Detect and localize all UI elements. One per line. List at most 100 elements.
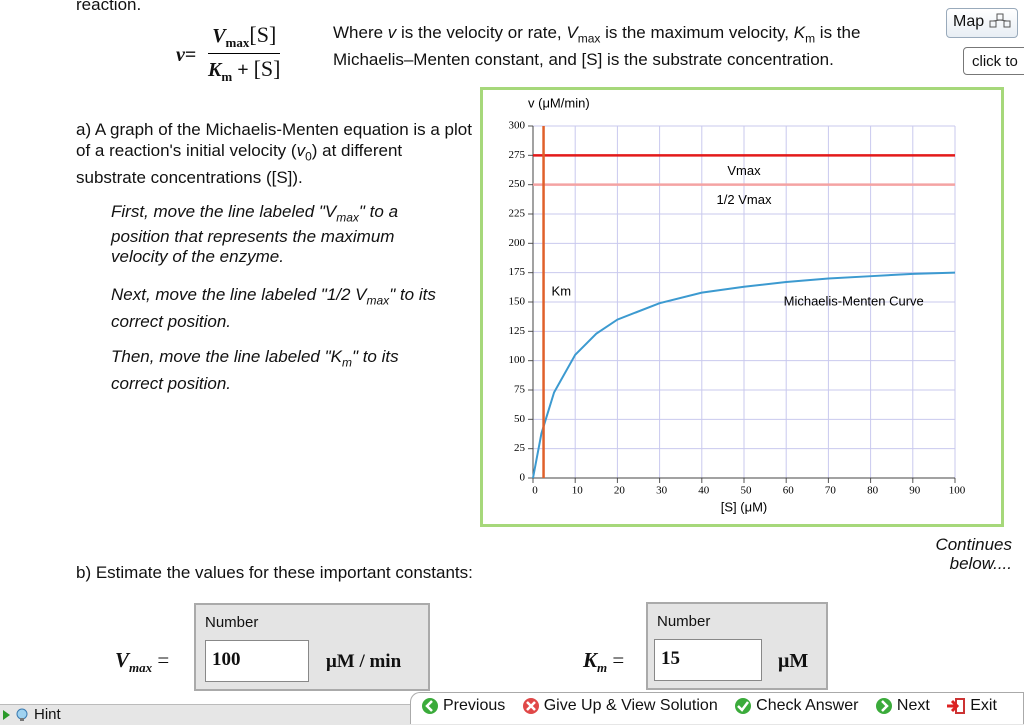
x-tick-label: 40 — [698, 485, 710, 497]
continues-note: Continues below.... — [935, 535, 1012, 573]
instruction-sub: m — [341, 355, 352, 370]
curve — [532, 271, 956, 479]
desc-text: is the maximum velocity, — [600, 23, 794, 42]
eq-sign: = — [184, 44, 197, 66]
give-up-button[interactable]: Give Up & View Solution — [522, 697, 718, 715]
icon — [875, 698, 892, 714]
instruction-text: First, move the line labeled "V — [111, 202, 337, 221]
hint-button[interactable]: Hint — [2, 706, 61, 723]
instruction-sub: max — [336, 210, 359, 225]
nav-label: Previous — [443, 697, 506, 714]
y-tick-label: 200 — [509, 237, 526, 249]
y-tick-label: 125 — [509, 325, 526, 337]
answer-input[interactable]: 15 — [654, 639, 762, 681]
desc-text: is the velocity or rate, — [396, 23, 567, 42]
instruction: First, move the line labeled "Vmax" to a… — [111, 202, 446, 267]
header-text: reaction. — [76, 0, 142, 14]
next-button[interactable]: Next — [875, 697, 930, 715]
part-b: b) Estimate the values for these importa… — [76, 563, 473, 582]
exit-button[interactable]: Exit — [946, 697, 997, 715]
answer-sub: max — [129, 660, 153, 676]
part-a-text: ) at different substrate concentrations … — [76, 141, 403, 188]
reference-label: Km — [552, 283, 572, 298]
equation-fraction: Vmax[S] Km + [S] — [208, 22, 281, 85]
eq-v: v — [176, 44, 185, 66]
nav-label: Exit — [970, 697, 997, 714]
equation-lhs: v= — [176, 44, 196, 67]
denominator: Km + [S] — [208, 54, 280, 85]
icon — [947, 698, 966, 714]
y-tick-label: 25 — [514, 442, 526, 454]
x-tick-label: 20 — [614, 485, 626, 497]
desc-text: is the — [815, 23, 861, 42]
answer-sub: m — [597, 660, 608, 676]
chart-panel — [480, 87, 1004, 527]
previous-button[interactable]: Previous — [421, 697, 505, 715]
instruction-text: Then, move the line labeled "K — [111, 347, 342, 366]
curve-label: Michaelis-Menten Curve — [784, 293, 924, 308]
check-answer-button[interactable]: Check Answer — [734, 697, 858, 715]
x-tick-label: 90 — [909, 485, 921, 497]
instruction-text: Next, move the line labeled "1/2 V — [111, 285, 367, 304]
y-tick-label: 50 — [514, 413, 526, 425]
x-tick-label: 80 — [867, 485, 879, 497]
part-a-sub: 0 — [305, 149, 312, 164]
desc-text: K — [793, 23, 806, 42]
field-label: Number — [205, 614, 259, 631]
answer-var: K — [583, 648, 598, 672]
answer-input[interactable]: 100 — [205, 640, 309, 682]
answer-var: V — [115, 648, 130, 672]
y-tick-label: 225 — [509, 208, 526, 220]
desc-text: Where — [333, 23, 388, 42]
y-tick-label: 75 — [514, 384, 526, 396]
field-label: Number — [657, 613, 711, 630]
map-label: Map — [953, 13, 985, 30]
instruction-sub: max — [366, 293, 390, 308]
plus: + — [237, 59, 249, 81]
km-sub: m — [221, 69, 233, 84]
x-tick-label: 100 — [949, 485, 966, 497]
answer-label: Vmax = — [115, 648, 169, 676]
nav-label: Next — [896, 697, 930, 714]
icon — [422, 698, 438, 714]
desc-sub: max — [577, 31, 601, 46]
answer-unit: μM — [778, 650, 809, 672]
part-a-text: v — [296, 141, 306, 160]
y-tick-label: 300 — [509, 120, 526, 132]
x-tick-label: 50 — [741, 485, 753, 497]
answer-eq: = — [612, 648, 625, 672]
answer-label: Km = — [583, 648, 624, 676]
answer-eq: = — [157, 648, 170, 672]
instruction-text: " to a position that represents the maxi… — [111, 202, 399, 267]
answer-panel: Number 100 μM / min — [194, 603, 430, 691]
desc-text: V — [566, 23, 578, 42]
y-tick-label: 0 — [520, 472, 526, 484]
map-button[interactable]: Map — [946, 8, 1018, 38]
part-a: a) A graph of the Michaelis-Menten equat… — [76, 119, 476, 188]
y-tick-label: 275 — [509, 149, 526, 161]
y-tick-label: 175 — [509, 266, 526, 278]
nav-label: Give Up & View Solution — [543, 697, 718, 714]
y-tick-label: 150 — [509, 296, 526, 308]
answer-unit: μM / min — [326, 651, 402, 672]
desc-text: v — [387, 23, 397, 42]
x-tick-label: 30 — [656, 485, 668, 497]
x-tick-label: 60 — [783, 485, 795, 497]
reference-label: 1/2 Vmax — [717, 192, 772, 207]
num-s: [S] — [249, 22, 277, 47]
y-axis-label: v (μM/min) — [528, 95, 590, 110]
instruction: Next, move the line labeled "1/2 Vmax" t… — [111, 284, 451, 332]
hint-icon — [3, 708, 28, 721]
instruction-text: " to its correct position. — [111, 285, 436, 332]
km-var: K — [208, 59, 222, 81]
instruction-text: " to its correct position. — [111, 347, 399, 394]
desc-text: Michaelis–Menten constant, and [S] is th… — [333, 50, 834, 70]
map-icon — [989, 13, 1011, 28]
vmax-var: V — [212, 25, 226, 47]
icon — [522, 698, 539, 714]
y-tick-label: 100 — [509, 354, 526, 366]
icon — [735, 698, 752, 714]
x-tick-label: 10 — [572, 485, 584, 497]
nav-bar: Previous Give Up & View Solution Check A… — [410, 692, 1024, 724]
